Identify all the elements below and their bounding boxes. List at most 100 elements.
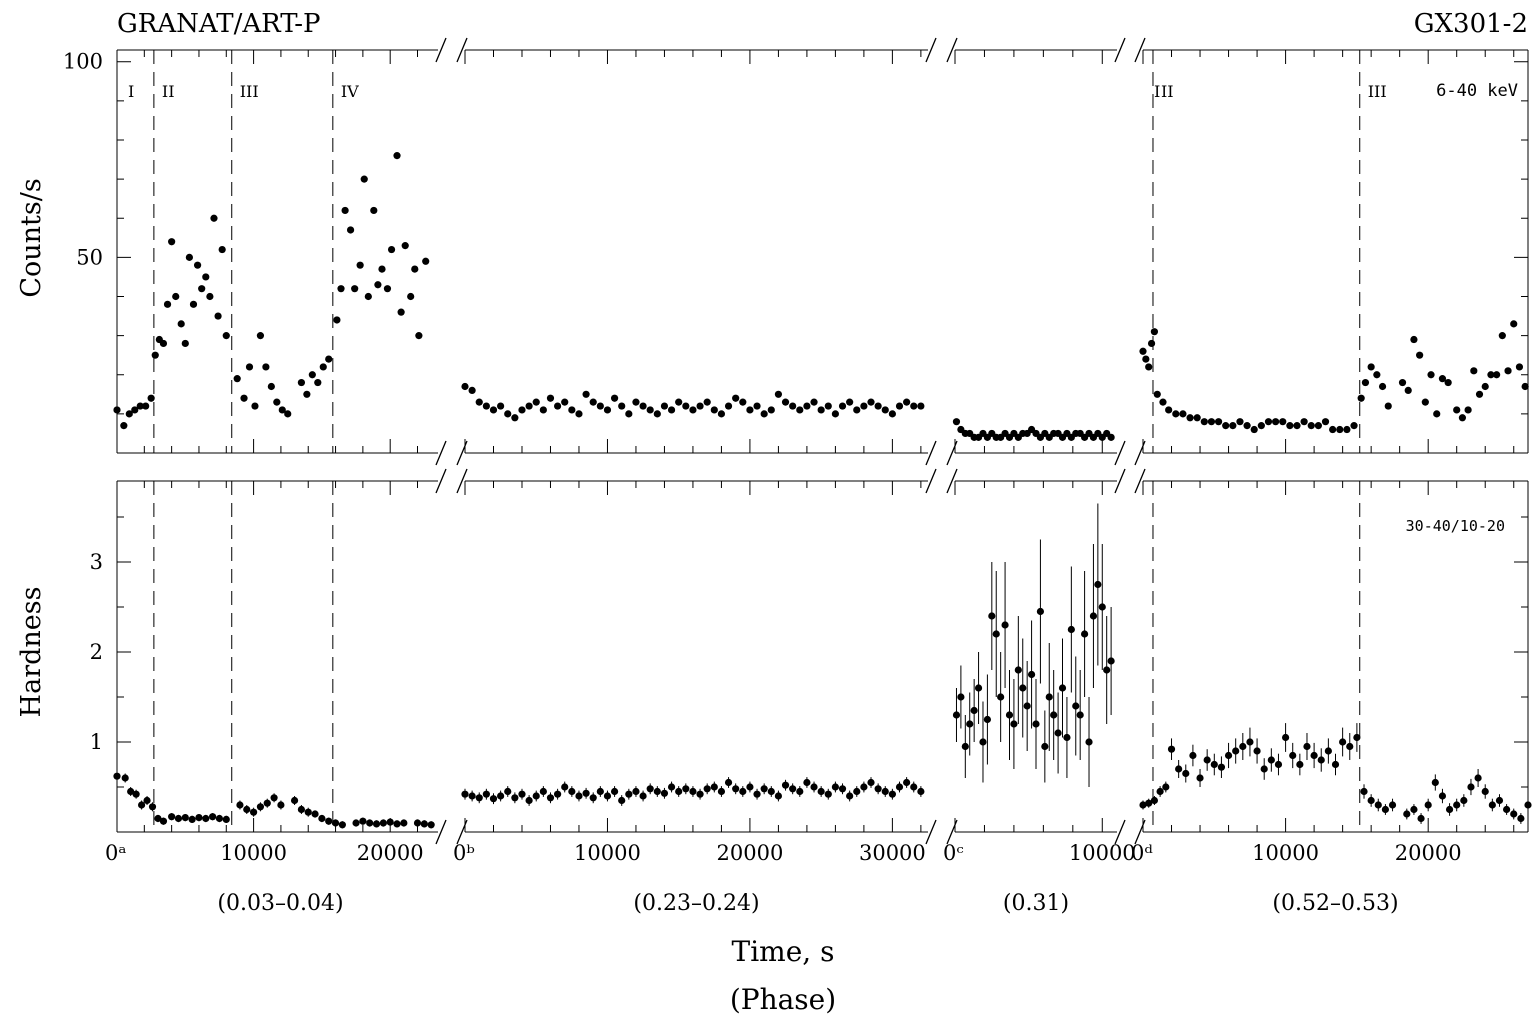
data-point: [251, 402, 259, 410]
data-point: [366, 819, 374, 827]
data-point: [979, 738, 987, 746]
data-point: [511, 414, 519, 422]
axis-break-mark: [1114, 37, 1126, 63]
data-point: [568, 406, 576, 414]
data-point: [497, 792, 505, 800]
data-point: [874, 785, 882, 793]
data-point: [489, 406, 498, 414]
data-point: [589, 794, 597, 802]
data-point: [1488, 801, 1496, 809]
phase-label: (0.23–0.24): [633, 891, 759, 916]
x-tick-label: 20000: [717, 841, 784, 865]
data-point: [874, 402, 882, 410]
data-point: [1374, 801, 1382, 809]
data-point: [888, 790, 896, 798]
data-point: [618, 402, 626, 410]
data-point: [739, 398, 747, 406]
data-point: [1217, 763, 1226, 771]
data-point: [689, 787, 697, 796]
axis-break-mark: [435, 440, 447, 466]
data-point: [881, 787, 889, 796]
data-point: [393, 152, 401, 160]
data-point: [1150, 796, 1159, 805]
data-point: [314, 378, 322, 387]
data-point: [1272, 418, 1280, 426]
data-point: [1203, 756, 1211, 764]
data-point: [1107, 433, 1115, 441]
data-point: [1417, 814, 1425, 823]
data-point: [222, 815, 230, 824]
data-point: [846, 398, 854, 406]
data-point: [475, 398, 483, 406]
data-point: [997, 693, 1005, 701]
data-point: [1498, 332, 1506, 340]
axis-break-mark: [1114, 819, 1126, 845]
y-tick-label: 2: [90, 640, 103, 664]
data-point: [1147, 339, 1156, 348]
data-point: [1481, 382, 1489, 391]
data-point: [1317, 756, 1325, 764]
data-point: [214, 312, 222, 320]
data-point: [125, 410, 133, 418]
top-y-axis-label: Counts/s: [16, 178, 47, 297]
data-point: [1493, 371, 1501, 379]
data-point: [1050, 711, 1058, 719]
segment-1: 0ᵃ 10000 20000 (0.03–0.04): [105, 468, 447, 916]
data-point: [532, 398, 540, 406]
data-point: [1384, 402, 1392, 410]
data-point: [732, 394, 740, 402]
data-point: [202, 273, 210, 281]
segment-1: II III IVI: [113, 37, 447, 466]
data-point: [163, 300, 172, 308]
data-point: [468, 792, 476, 800]
data-point: [337, 285, 345, 293]
data-point: [290, 796, 299, 805]
data-point: [113, 406, 121, 414]
data-point: [1063, 733, 1071, 742]
region-label: IV: [341, 82, 359, 101]
data-point: [1232, 747, 1240, 755]
data-point: [1321, 418, 1330, 426]
data-point: [696, 790, 704, 798]
data-point: [277, 801, 285, 809]
axis-break-mark: [435, 819, 447, 845]
phase-label: (0.31): [1003, 891, 1069, 916]
data-point: [1388, 801, 1397, 809]
hardness-ratio-label: 30-40/10-20: [1406, 517, 1505, 535]
data-point: [351, 285, 359, 293]
data-point: [966, 720, 974, 728]
data-point: [1424, 801, 1432, 809]
data-point: [383, 285, 392, 293]
data-point: [202, 814, 210, 823]
data-point: [222, 332, 230, 340]
data-point: [1210, 760, 1218, 769]
data-point: [168, 238, 176, 246]
data-point: [603, 406, 612, 414]
data-point: [482, 790, 490, 798]
data-point: [1353, 733, 1361, 742]
axis-break-mark: [1134, 440, 1146, 466]
data-point: [1085, 738, 1093, 746]
data-point: [468, 386, 476, 394]
data-point: [1153, 390, 1161, 398]
data-point: [1165, 406, 1173, 414]
data-point: [504, 410, 512, 418]
data-point: [243, 805, 251, 814]
data-point: [1196, 774, 1204, 782]
data-point: [867, 398, 875, 406]
data-point: [415, 332, 423, 340]
data-point: [1464, 406, 1472, 414]
y-tick-label: 100: [63, 50, 103, 74]
data-point: [1410, 805, 1418, 814]
data-point: [717, 410, 726, 418]
data-point: [137, 801, 146, 809]
data-point: [988, 612, 996, 620]
data-point: [1331, 760, 1340, 769]
data-point: [136, 402, 144, 410]
data-point: [746, 406, 754, 414]
data-point: [1193, 414, 1201, 422]
axis-break-mark: [456, 819, 468, 845]
data-point: [992, 630, 1000, 638]
